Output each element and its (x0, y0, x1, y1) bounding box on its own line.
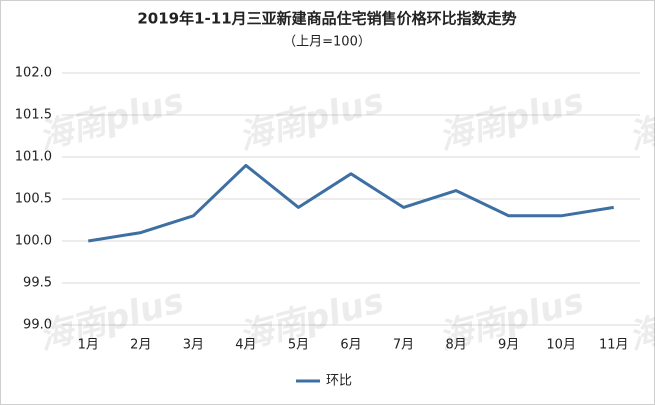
x-tick-label: 6月 (340, 338, 361, 353)
chart-title: 2019年1-11月三亚新建商品住宅销售价格环比指数走势 (137, 10, 516, 28)
x-tick-label: 11月 (599, 338, 629, 353)
y-tick-label: 102.0 (15, 66, 52, 81)
y-tick-label: 100.5 (15, 192, 52, 207)
x-tick-label: 7月 (393, 338, 414, 353)
chart-subtitle: （上月=100） (283, 35, 371, 50)
y-tick-label: 99.5 (23, 276, 52, 291)
x-tick-label: 5月 (288, 338, 309, 353)
legend-label: 环比 (326, 374, 352, 389)
line-series (88, 163, 614, 243)
y-tick-label: 101.0 (15, 150, 52, 165)
x-tick-label: 1月 (78, 338, 99, 353)
y-tick-label: 100.0 (15, 234, 52, 249)
y-tick-label: 101.5 (15, 108, 52, 123)
x-tick-label: 8月 (445, 338, 466, 353)
x-tick-label: 9月 (498, 338, 519, 353)
x-tick-label: 2月 (130, 338, 151, 353)
x-tick-label: 4月 (235, 338, 256, 353)
x-tick-label: 3月 (183, 338, 204, 353)
x-tick-label: 10月 (546, 338, 576, 353)
y-tick-label: 99.0 (23, 318, 52, 333)
